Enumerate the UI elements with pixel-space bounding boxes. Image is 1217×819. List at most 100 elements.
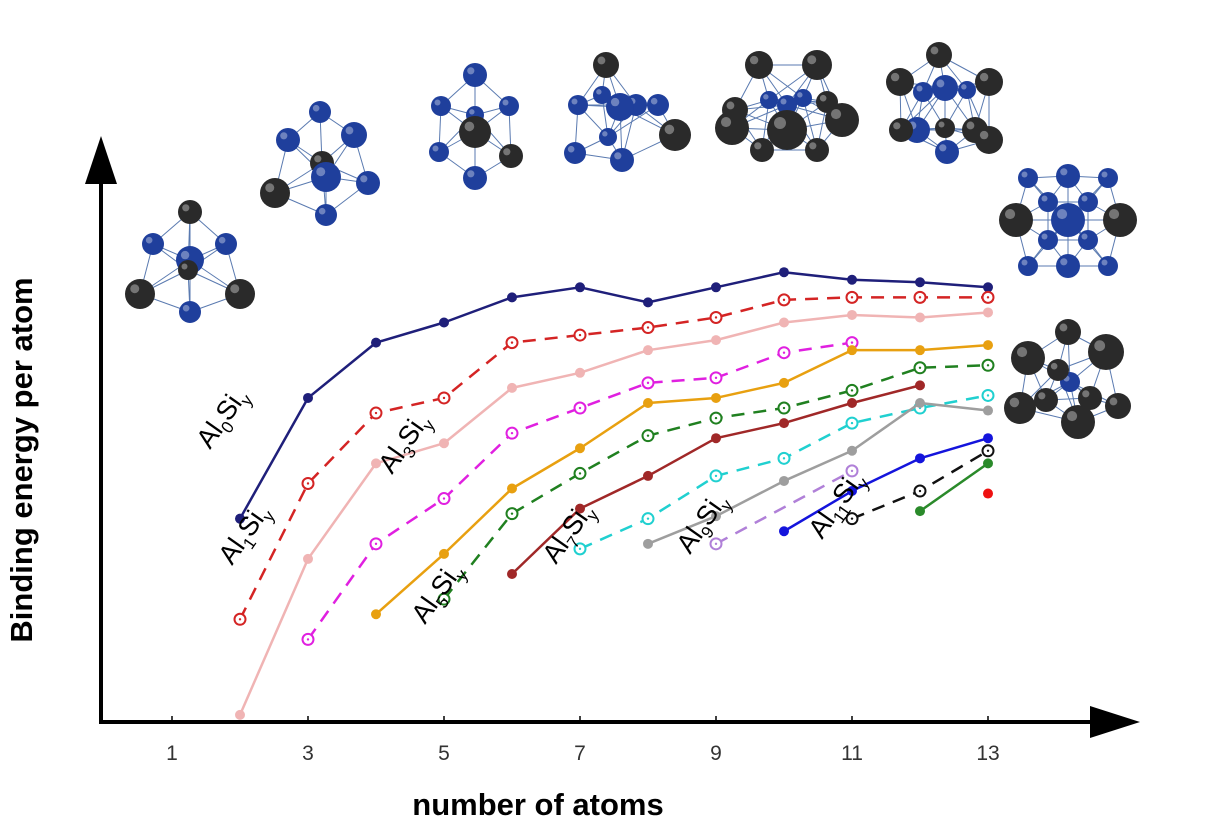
data-point xyxy=(439,317,449,328)
atom-highlight xyxy=(503,148,511,156)
data-point xyxy=(711,511,721,522)
data-point xyxy=(711,282,721,293)
atom xyxy=(767,110,807,150)
atom xyxy=(459,116,491,148)
atom-highlight xyxy=(890,72,900,82)
atom xyxy=(1018,168,1038,188)
data-point xyxy=(983,340,993,351)
data-point-center xyxy=(918,489,922,493)
atom xyxy=(750,138,774,162)
atom-highlight xyxy=(1101,259,1108,266)
atom-highlight xyxy=(1094,340,1106,352)
atom xyxy=(1047,359,1069,381)
data-point-center xyxy=(374,411,378,415)
atom-highlight xyxy=(893,122,901,130)
data-point-center xyxy=(986,394,990,397)
data-point-center xyxy=(714,542,718,546)
atom-highlight xyxy=(567,145,575,153)
atom-highlight xyxy=(467,170,475,178)
data-point-center xyxy=(510,341,514,344)
atom-highlight xyxy=(345,126,354,135)
data-point-center xyxy=(238,618,242,621)
data-point-center xyxy=(918,296,922,299)
atom-highlight xyxy=(1041,195,1048,202)
cluster-structure-1 xyxy=(125,200,255,323)
atom xyxy=(1103,203,1137,237)
atom xyxy=(610,148,634,172)
data-point-center xyxy=(782,406,786,410)
data-point xyxy=(507,292,517,303)
atom-highlight xyxy=(1021,171,1028,178)
atom-highlight xyxy=(502,99,509,106)
atom-highlight xyxy=(230,284,240,294)
atom xyxy=(225,279,255,309)
atom xyxy=(309,101,331,123)
series-2 xyxy=(233,290,995,626)
data-point xyxy=(779,526,789,537)
atom-highlight xyxy=(774,117,786,129)
atom xyxy=(975,68,1003,96)
atom-highlight xyxy=(180,250,190,260)
atom xyxy=(975,126,1003,154)
data-point-center xyxy=(850,421,854,425)
data-point xyxy=(847,309,857,320)
atom-highlight xyxy=(464,121,475,132)
cluster-structure-4 xyxy=(564,52,691,172)
data-point-center xyxy=(510,431,514,435)
atom xyxy=(999,203,1033,237)
atom xyxy=(1018,256,1038,276)
data-point xyxy=(847,397,857,408)
series-1 xyxy=(235,267,993,524)
atom-highlight xyxy=(360,175,368,183)
atom-highlight xyxy=(145,236,153,244)
x-ticks: 1 3 5 7 9 11 13 xyxy=(166,716,1000,765)
atom xyxy=(179,301,201,323)
series-4 xyxy=(301,336,859,646)
atom-highlight xyxy=(979,72,989,82)
data-point-center xyxy=(782,457,786,460)
atom xyxy=(1088,334,1124,370)
series-annotation: Al3Siy xyxy=(372,407,439,482)
atom-highlight xyxy=(130,284,140,294)
data-point-center xyxy=(714,416,718,420)
data-point-center xyxy=(918,366,922,369)
atom xyxy=(593,52,619,78)
atom xyxy=(1056,164,1080,188)
atom xyxy=(889,118,913,142)
atom-highlight xyxy=(939,144,947,152)
atom xyxy=(715,111,749,145)
atom xyxy=(463,166,487,190)
x-tick-label: 1 xyxy=(166,742,178,765)
atom xyxy=(606,93,634,121)
atom-highlight xyxy=(979,130,989,140)
series-7 xyxy=(507,380,925,580)
atom-highlight xyxy=(1009,397,1020,408)
x-tick-label: 5 xyxy=(438,742,450,765)
atom-highlight xyxy=(597,56,606,65)
data-point xyxy=(711,392,721,403)
cluster-structure-8 xyxy=(1004,319,1131,439)
data-point-center xyxy=(850,341,854,344)
atom-highlight xyxy=(1060,168,1068,176)
atom xyxy=(886,68,914,96)
data-point xyxy=(983,458,993,469)
data-point-center xyxy=(782,298,786,302)
data-point xyxy=(779,317,789,328)
atom xyxy=(593,86,611,104)
atom xyxy=(431,96,451,116)
series-line xyxy=(238,311,989,716)
atom-highlight xyxy=(1082,390,1090,398)
atom xyxy=(499,144,523,168)
atom-highlight xyxy=(1038,392,1046,400)
data-point-center xyxy=(850,296,854,299)
atom-highlight xyxy=(432,145,439,152)
data-point xyxy=(371,337,381,348)
atom xyxy=(1051,203,1085,237)
atom xyxy=(568,95,588,115)
series-line xyxy=(238,270,989,520)
atom-highlight xyxy=(664,124,675,135)
data-point-center xyxy=(850,389,854,392)
data-point xyxy=(915,506,925,517)
atom xyxy=(260,178,290,208)
data-point xyxy=(643,538,653,549)
